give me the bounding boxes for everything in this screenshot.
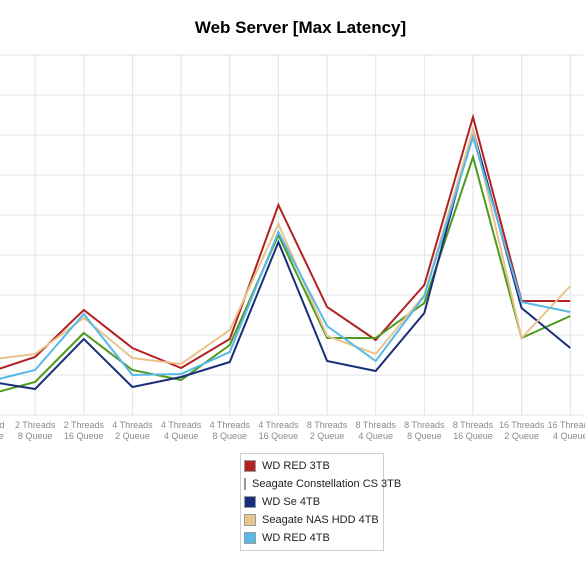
legend: WD RED 3TB Seagate Constellation CS 3TB WD… xyxy=(240,453,401,551)
series-line xyxy=(0,113,571,370)
legend-swatch xyxy=(244,514,256,526)
x-tick-label: 8 Threads 2 Queue xyxy=(307,420,348,441)
x-tick-label: 4 Threads 2 Queue xyxy=(112,420,153,441)
legend-item: Seagate NAS HDD 4TB xyxy=(241,511,383,529)
x-tick-label: 4 Threads 16 Queue xyxy=(258,420,299,441)
legend-label: WD RED 4TB xyxy=(262,532,330,544)
x-tick-label: 16 Threads 2 Queue xyxy=(499,420,545,441)
legend-item: Seagate Constellation CS 3TB xyxy=(241,475,401,493)
series-line xyxy=(0,126,572,366)
x-tick-label: 1 Thread1 Queue xyxy=(0,420,4,441)
x-tick-label: 8 Threads 8 Queue xyxy=(404,420,445,441)
x-tick-label: 8 Threads 4 Queue xyxy=(356,420,397,441)
legend-item: WD RED 3TB xyxy=(241,457,383,475)
series-line xyxy=(0,153,571,393)
legend-swatch xyxy=(244,532,256,544)
legend-item: WD Se 4TB xyxy=(241,493,383,511)
series-lines xyxy=(0,113,572,393)
legend-label: WD RED 3TB xyxy=(262,460,330,472)
x-tick-label: 8 Threads 16 Queue xyxy=(453,420,494,441)
legend-swatch xyxy=(244,496,256,508)
series-line xyxy=(0,133,571,380)
series-line xyxy=(0,126,571,391)
legend-swatch xyxy=(244,460,256,472)
chart-title: Web Server [Max Latency] xyxy=(194,18,407,37)
x-tick-label: 4 Threads 8 Queue xyxy=(210,420,251,441)
x-tick-label: 4 Threads 4 Queue xyxy=(161,420,202,441)
legend-item: WD RED 4TB xyxy=(241,529,383,547)
legend-label: Seagate NAS HDD 4TB xyxy=(262,514,379,526)
legend-swatch xyxy=(244,478,246,490)
legend-label: Seagate Constellation CS 3TB xyxy=(252,478,402,490)
x-tick-label: 2 Threads 16 Queue xyxy=(64,420,105,441)
legend-label: WD Se 4TB xyxy=(262,496,321,508)
x-tick-label: 2 Threads 8 Queue xyxy=(15,420,56,441)
